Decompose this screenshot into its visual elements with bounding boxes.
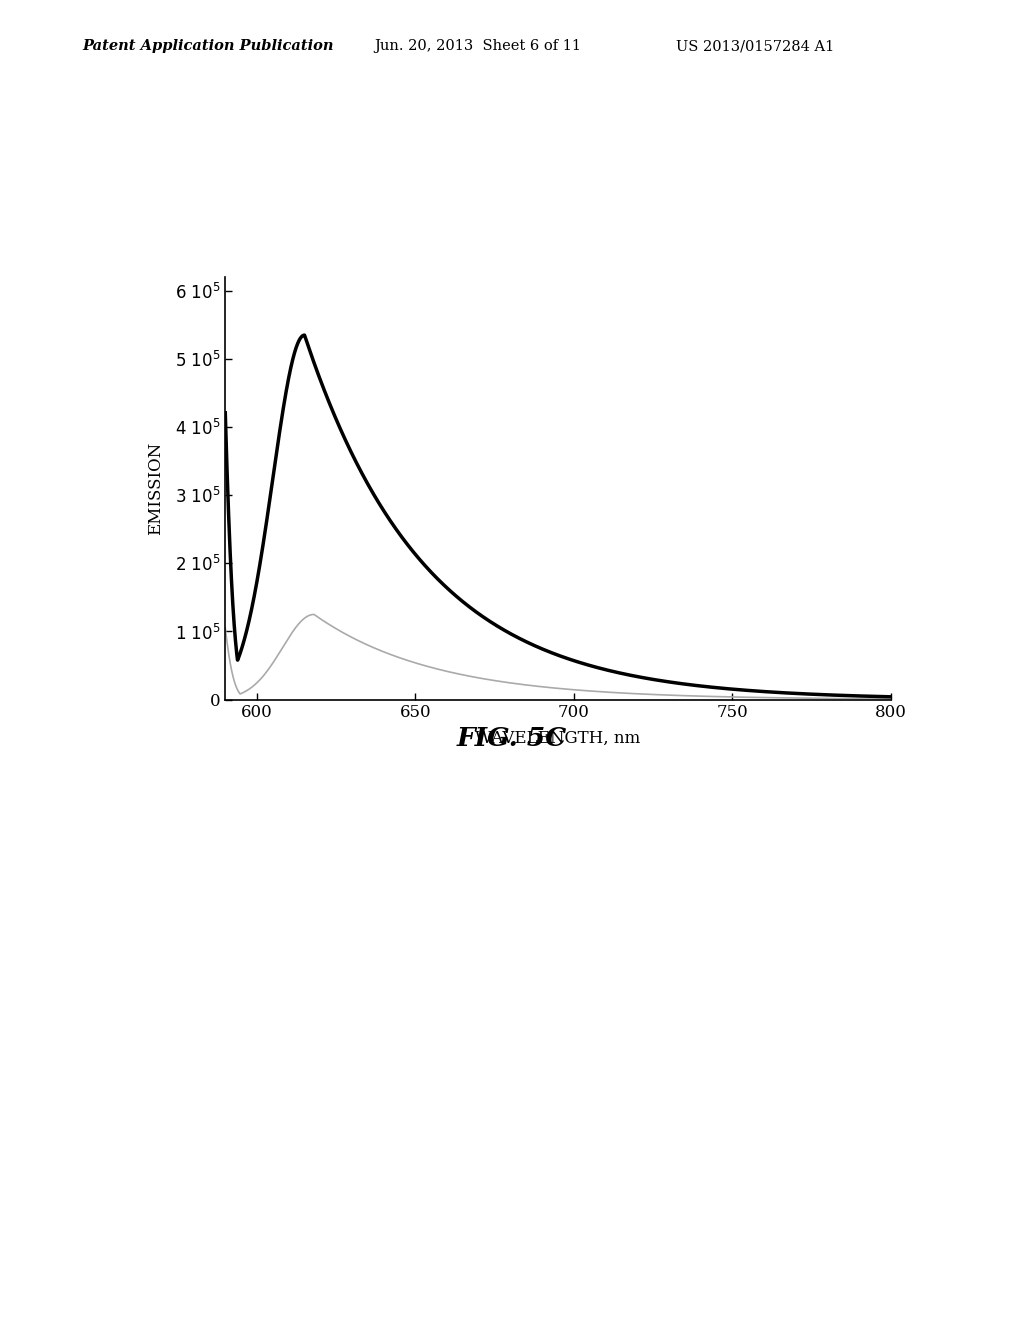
Text: Patent Application Publication: Patent Application Publication: [82, 40, 334, 53]
Y-axis label: EMISSION: EMISSION: [146, 442, 164, 535]
Text: FIG. 5C: FIG. 5C: [457, 726, 567, 751]
Text: Jun. 20, 2013  Sheet 6 of 11: Jun. 20, 2013 Sheet 6 of 11: [374, 40, 581, 53]
X-axis label: WAVELENGTH, nm: WAVELENGTH, nm: [475, 730, 641, 747]
Text: US 2013/0157284 A1: US 2013/0157284 A1: [676, 40, 835, 53]
